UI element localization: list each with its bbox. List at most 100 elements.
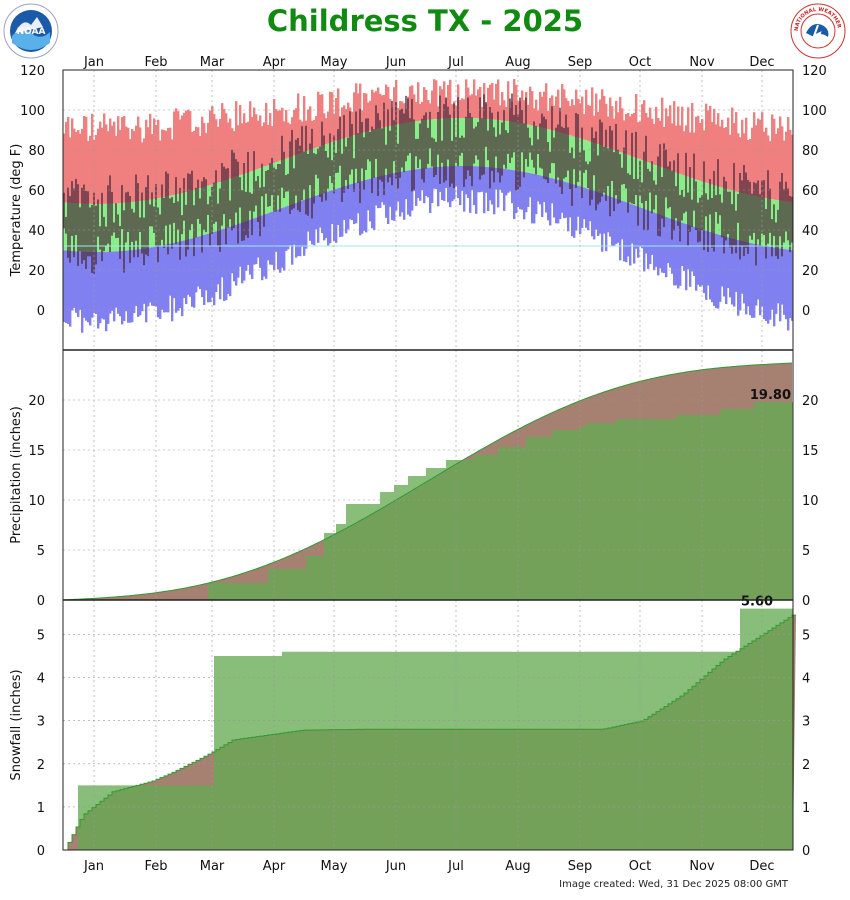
record-low-bar xyxy=(625,202,628,263)
record-low-bar xyxy=(289,205,292,246)
record-low-bar xyxy=(495,167,498,190)
record-low-bar xyxy=(171,243,174,322)
record-high-bar xyxy=(377,87,380,129)
record-low-bar xyxy=(729,237,732,298)
record-high-bar xyxy=(629,116,632,156)
record-low-bar xyxy=(213,231,216,306)
observed-temp-bar xyxy=(119,226,121,259)
observed-temp-bar xyxy=(483,94,485,175)
record-low-bar xyxy=(613,197,616,246)
record-high-bar xyxy=(71,118,74,204)
record-high-bar xyxy=(373,92,376,130)
observed-temp-bar xyxy=(521,110,523,153)
y-tick-label-left: 100 xyxy=(20,104,45,119)
observed-temp-bar xyxy=(635,131,637,196)
record-high-bar xyxy=(521,90,524,124)
nws-logo: NATIONAL WEATHER SERVICE xyxy=(790,3,846,59)
record-low-bar xyxy=(427,167,430,198)
record-high-bar xyxy=(123,116,126,203)
record-low-bar xyxy=(641,208,644,249)
observed-temp-bar xyxy=(575,112,577,188)
observed-temp-bar xyxy=(475,126,477,156)
record-low-bar xyxy=(539,175,542,205)
record-low-bar xyxy=(199,236,202,290)
record-low-bar xyxy=(541,175,544,218)
month-label-bottom: Oct xyxy=(629,859,651,874)
y-tick-label-right: 1 xyxy=(802,801,810,816)
observed-temp-bar xyxy=(615,123,617,196)
record-low-bar xyxy=(537,174,540,202)
observed-temp-bar xyxy=(581,127,583,199)
observed-temp-bar xyxy=(593,138,595,176)
observed-temp-bar xyxy=(105,226,107,246)
observed-temp-bar xyxy=(391,100,393,186)
observed-temp-bar xyxy=(167,173,169,255)
record-high-bar xyxy=(611,106,614,150)
observed-temp-bar xyxy=(403,113,405,173)
record-high-bar xyxy=(287,122,290,158)
record-high-bar xyxy=(721,119,724,188)
record-high-bar xyxy=(715,124,718,186)
observed-temp-bar xyxy=(321,121,323,202)
observed-temp-bar xyxy=(363,137,365,190)
record-low-bar xyxy=(733,238,736,307)
record-low-bar xyxy=(643,208,646,272)
record-high-bar xyxy=(117,116,120,204)
record-low-bar xyxy=(699,228,702,287)
record-high-bar xyxy=(747,139,750,195)
record-low-bar xyxy=(443,166,446,201)
record-low-bar xyxy=(773,247,776,327)
record-low-bar xyxy=(557,179,560,224)
record-high-bar xyxy=(225,113,228,181)
record-low-bar xyxy=(187,239,190,295)
observed-temp-bar xyxy=(557,124,559,178)
observed-temp-bar xyxy=(257,176,259,223)
record-high-bar xyxy=(431,90,434,120)
observed-temp-bar xyxy=(657,156,659,236)
record-low-bar xyxy=(379,176,382,208)
record-high-bar xyxy=(157,119,160,199)
observed-temp-bar xyxy=(243,162,245,241)
observed-temp-bar xyxy=(685,152,687,212)
observed-temp-bar xyxy=(261,163,263,197)
observed-temp-bar xyxy=(355,111,357,169)
observed-temp-bar xyxy=(533,121,535,168)
record-low-bar xyxy=(535,174,538,215)
observed-temp-bar xyxy=(147,175,149,257)
observed-temp-bar xyxy=(165,171,167,226)
record-low-bar xyxy=(591,190,594,237)
observed-temp-bar xyxy=(77,184,79,266)
observed-temp-bar xyxy=(279,164,281,212)
observed-temp-bar xyxy=(459,137,461,156)
observed-temp-bar xyxy=(267,169,269,207)
observed-temp-bar xyxy=(541,113,543,169)
observed-temp-bar xyxy=(83,184,85,261)
record-low-bar xyxy=(111,251,114,311)
record-low-bar xyxy=(605,195,608,252)
observed-temp-bar xyxy=(269,163,271,207)
observed-temp-bar xyxy=(189,174,191,231)
record-low-bar xyxy=(163,245,166,313)
record-high-bar xyxy=(387,87,390,127)
record-high-bar xyxy=(175,108,178,195)
record-low-bar xyxy=(63,250,66,322)
record-high-bar xyxy=(669,105,672,171)
grid-lines xyxy=(62,69,794,851)
observed-temp-bar xyxy=(693,153,695,211)
record-low-bar xyxy=(659,214,662,269)
observed-temp-bar xyxy=(359,108,361,204)
record-low-bar xyxy=(361,180,364,234)
record-low-bar xyxy=(225,228,228,301)
record-high-bar xyxy=(449,79,452,119)
record-high-bar xyxy=(667,116,670,170)
observed-temp-bar xyxy=(525,97,527,160)
record-low-bar xyxy=(205,234,208,291)
observed-temp-bar xyxy=(429,111,431,149)
observed-temp-bar xyxy=(313,153,315,204)
record-high-bar xyxy=(189,111,192,191)
record-low-bar xyxy=(119,251,122,317)
record-low-bar xyxy=(405,170,408,200)
record-low-bar xyxy=(117,251,120,314)
observed-temp-bar xyxy=(509,98,511,163)
record-high-bar xyxy=(303,96,306,152)
